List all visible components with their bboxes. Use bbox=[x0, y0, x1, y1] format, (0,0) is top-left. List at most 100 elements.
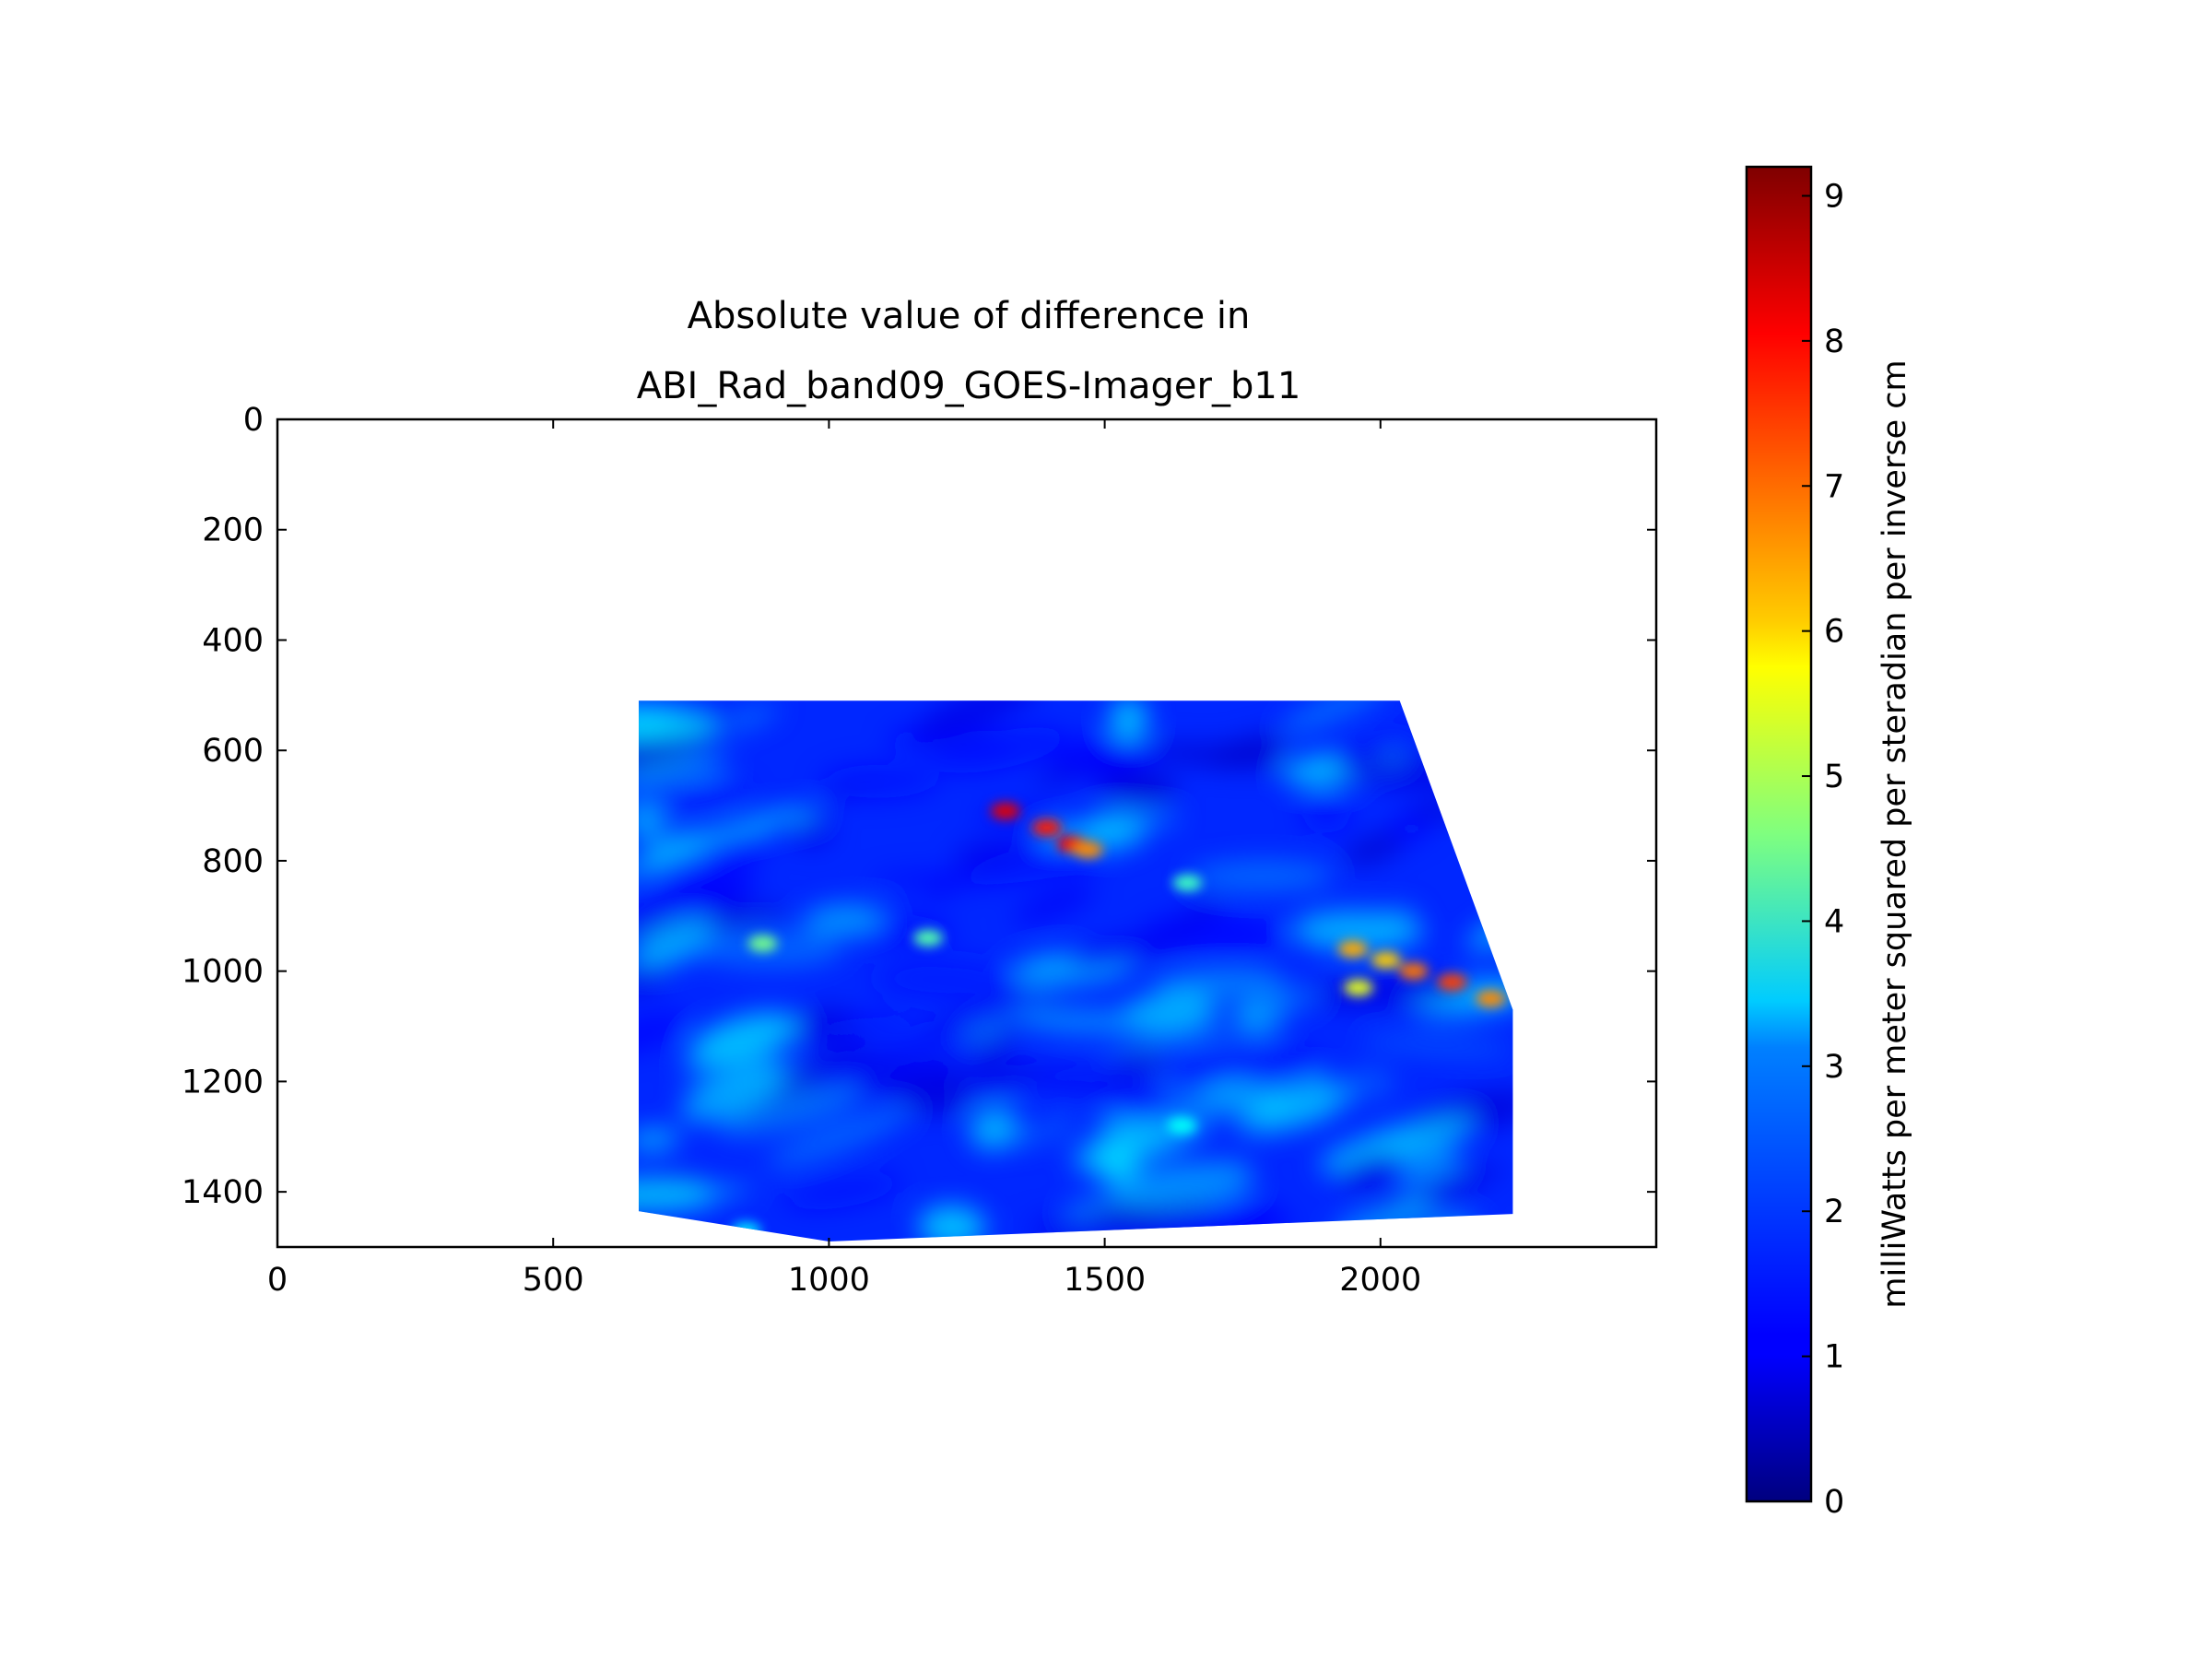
y-axis-ticks: 0 200 400 600 800 1000 1200 1400 bbox=[182, 402, 1656, 1211]
y-tick-label: 1200 bbox=[182, 1064, 264, 1100]
x-tick-label: 500 bbox=[523, 1262, 584, 1299]
colorbar-label: milliWatts per meter squared per steradi… bbox=[1877, 359, 1913, 1308]
texture-blob bbox=[1188, 859, 1335, 893]
hotspot bbox=[1167, 1117, 1197, 1135]
texture-blob bbox=[1318, 1115, 1475, 1172]
colorbar-tick-label: 3 bbox=[1824, 1049, 1844, 1086]
texture-blob bbox=[1013, 883, 1097, 925]
colorbar: 0 1 2 3 4 5 6 7 8 9 milliWatts per meter squared … bbox=[1745, 165, 1913, 1521]
texture-blob bbox=[639, 1012, 688, 1057]
y-tick-label: 1400 bbox=[182, 1174, 264, 1211]
x-tick-label: 0 bbox=[267, 1262, 288, 1299]
texture-blob bbox=[1293, 1094, 1332, 1116]
texture-blob bbox=[1303, 974, 1465, 1009]
texture-blob bbox=[1005, 1060, 1166, 1099]
texture-blob bbox=[1177, 898, 1227, 924]
y-tick-label: 400 bbox=[202, 622, 264, 659]
texture-blob bbox=[653, 785, 751, 812]
texture-blob bbox=[639, 798, 665, 841]
colorbar-tick-label: 8 bbox=[1824, 324, 1844, 360]
texture-blob bbox=[1016, 1114, 1078, 1147]
texture-blob bbox=[1360, 1034, 1513, 1056]
texture-blob bbox=[1368, 1164, 1504, 1219]
texture-blob bbox=[1109, 700, 1148, 741]
texture-blob bbox=[1065, 928, 1196, 971]
axes-frame bbox=[276, 418, 1658, 1249]
texture-blob bbox=[1022, 1010, 1154, 1033]
colorbar-gradient bbox=[1745, 165, 1813, 1503]
texture-blob bbox=[1150, 971, 1286, 995]
texture-blob bbox=[803, 903, 886, 936]
y-tick-label: 600 bbox=[202, 733, 264, 770]
y-tick-label: 1000 bbox=[182, 954, 264, 991]
colorbar-ticks: 0 1 2 3 4 5 6 7 8 9 bbox=[1802, 178, 1844, 1521]
texture-blob bbox=[639, 1128, 679, 1151]
texture-blob bbox=[639, 1185, 754, 1208]
x-tick-label: 2000 bbox=[1339, 1262, 1421, 1299]
hotspot bbox=[747, 935, 778, 952]
chart-title-line-2: ABI_Rad_band09_GOES-Imager_b11 bbox=[637, 365, 1301, 407]
texture-blob bbox=[639, 962, 668, 995]
y-tick-label: 200 bbox=[202, 512, 264, 549]
x-axis-ticks: 0 500 1000 1500 2000 bbox=[267, 419, 1421, 1299]
texture-blob bbox=[657, 829, 710, 863]
y-tick-label: 0 bbox=[243, 402, 264, 439]
texture-blob bbox=[1343, 832, 1404, 865]
texture-blob bbox=[656, 830, 774, 883]
texture-blob bbox=[1148, 1080, 1299, 1124]
texture-blob bbox=[970, 1063, 1043, 1097]
texture-blob bbox=[681, 1063, 785, 1123]
texture-blob bbox=[639, 916, 715, 968]
colorbar-tick-label: 5 bbox=[1824, 759, 1844, 795]
texture-blob bbox=[639, 759, 730, 785]
texture-blob bbox=[924, 874, 973, 900]
texture-blob bbox=[767, 1106, 913, 1170]
texture-blob bbox=[1111, 1163, 1255, 1209]
texture-blob bbox=[1241, 985, 1324, 1016]
texture-blob bbox=[1001, 994, 1051, 1026]
texture-blob bbox=[783, 1171, 901, 1210]
texture-blob bbox=[873, 959, 1017, 1002]
texture-blob bbox=[1434, 700, 1513, 742]
texture-blob bbox=[1338, 1152, 1399, 1191]
heatmap-hotspots bbox=[731, 803, 1506, 1240]
heatmap-texture bbox=[639, 700, 1513, 1241]
hotspot bbox=[1172, 874, 1203, 891]
texture-blob bbox=[1280, 700, 1391, 735]
texture-blob bbox=[1329, 730, 1418, 764]
texture-blob bbox=[819, 764, 940, 798]
texture-blob bbox=[959, 1019, 1009, 1043]
texture-blob bbox=[1095, 1147, 1140, 1185]
hotspot bbox=[1073, 841, 1103, 858]
texture-blob bbox=[1088, 812, 1182, 825]
x-tick-label: 1000 bbox=[788, 1262, 870, 1299]
colorbar-tick-label: 1 bbox=[1824, 1339, 1844, 1376]
hotspot bbox=[1398, 962, 1429, 980]
texture-blob bbox=[1103, 1032, 1258, 1050]
texture-blob bbox=[1312, 908, 1418, 928]
colorbar-tick-label: 4 bbox=[1824, 903, 1844, 940]
texture-blob bbox=[1161, 1048, 1325, 1090]
texture-blob bbox=[790, 817, 834, 847]
texture-blob bbox=[1424, 1218, 1480, 1241]
hotspot bbox=[913, 929, 944, 947]
hotspot bbox=[1337, 940, 1368, 958]
texture-blob bbox=[815, 1052, 971, 1065]
colorbar-tick-label: 0 bbox=[1824, 1484, 1844, 1521]
texture-blob bbox=[1343, 1067, 1395, 1100]
hotspot bbox=[1343, 979, 1373, 996]
texture-blob bbox=[718, 1082, 862, 1136]
colorbar-tick-label: 6 bbox=[1824, 614, 1844, 651]
hotspot bbox=[731, 1222, 761, 1240]
texture-blob bbox=[1423, 700, 1464, 719]
hotspot bbox=[1371, 951, 1401, 969]
colorbar-tick-label: 9 bbox=[1824, 178, 1844, 215]
texture-blob bbox=[913, 700, 1044, 741]
texture-blob bbox=[1394, 1180, 1431, 1204]
texture-blob bbox=[689, 1012, 798, 1065]
hotspot bbox=[990, 803, 1020, 820]
texture-blob bbox=[1213, 734, 1287, 764]
chart-title-line-1: Absolute value of difference in bbox=[688, 295, 1251, 337]
texture-blob bbox=[653, 882, 753, 919]
